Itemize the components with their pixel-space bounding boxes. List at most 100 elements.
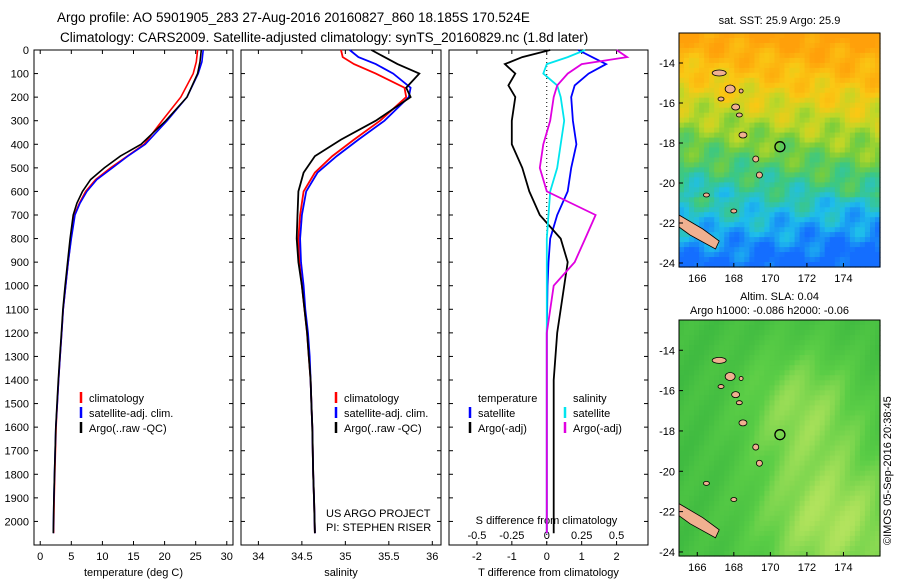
- field-cell: [784, 510, 791, 517]
- field-cell: [779, 335, 786, 341]
- field-cell: [684, 117, 690, 124]
- field-cell: [824, 152, 831, 159]
- field-cell: [704, 495, 710, 502]
- field-cell: [859, 217, 866, 223]
- field-cell: [784, 187, 791, 193]
- field-cell: [844, 505, 851, 512]
- field-cell: [679, 445, 685, 452]
- field-cell: [709, 505, 715, 512]
- field-cell: [864, 52, 871, 59]
- field-cell: [834, 162, 841, 168]
- field-cell: [739, 67, 745, 74]
- field-cell: [875, 33, 881, 39]
- field-cell: [814, 455, 821, 462]
- field-cell: [814, 212, 821, 218]
- field-cell: [834, 247, 841, 253]
- field-cell: [859, 162, 866, 168]
- field-cell: [834, 375, 841, 381]
- field-cell: [859, 470, 866, 477]
- field-cell: [714, 92, 720, 99]
- field-cell: [824, 132, 831, 139]
- field-cell: [814, 495, 821, 502]
- field-cell: [769, 325, 776, 331]
- field-cell: [729, 510, 735, 517]
- field-cell: [764, 546, 770, 552]
- field-cell: [734, 395, 740, 401]
- field-cell: [849, 217, 856, 223]
- field-cell: [784, 355, 791, 361]
- field-cell: [804, 247, 811, 253]
- field-cell: [754, 551, 760, 557]
- field-cell: [864, 212, 871, 218]
- field-cell: [744, 102, 750, 109]
- field-cell: [839, 485, 846, 492]
- field-cell: [854, 505, 861, 512]
- field-cell: [679, 390, 685, 396]
- field-cell: [734, 335, 740, 341]
- field-cell: [809, 222, 816, 228]
- field-cell: [694, 52, 700, 59]
- field-cell: [694, 355, 700, 361]
- field-cell: [724, 335, 730, 341]
- field-cell: [679, 495, 685, 502]
- field-cell: [774, 162, 781, 168]
- field-cell: [839, 505, 846, 512]
- legend-label: Argo(-adj): [478, 423, 527, 435]
- field-cell: [764, 335, 770, 341]
- y-tick-label: 1500: [5, 399, 29, 411]
- field-cell: [799, 320, 806, 326]
- field-cell: [749, 455, 755, 462]
- field-cell: [704, 365, 710, 371]
- field-cell: [769, 465, 776, 472]
- field-cell: [724, 500, 730, 507]
- field-cell: [834, 510, 841, 517]
- field-cell: [814, 152, 821, 159]
- field-cell: [709, 510, 715, 517]
- field-cell: [744, 38, 750, 44]
- field-cell: [769, 112, 776, 119]
- field-cell: [854, 430, 861, 437]
- field-cell: [804, 546, 811, 552]
- field-cell: [724, 465, 730, 472]
- field-cell: [744, 127, 750, 134]
- field-cell: [729, 237, 735, 243]
- field-cell: [704, 122, 710, 129]
- field-cell: [819, 87, 826, 94]
- field-cell: [754, 212, 760, 218]
- field-cell: [824, 252, 831, 258]
- field-cell: [704, 415, 710, 421]
- field-cell: [684, 257, 690, 263]
- field-cell: [839, 177, 846, 183]
- field-cell: [739, 217, 745, 223]
- field-cell: [875, 450, 881, 457]
- field-cell: [714, 207, 720, 213]
- field-cell: [864, 252, 871, 258]
- field-cell: [679, 515, 685, 522]
- field-cell: [794, 202, 801, 208]
- field-cell: [854, 435, 861, 442]
- field-cell: [724, 510, 730, 517]
- field-cell: [864, 62, 871, 69]
- field-cell: [809, 320, 816, 326]
- field-cell: [864, 415, 871, 421]
- field-cell: [849, 192, 856, 198]
- island-shape: [711, 69, 727, 77]
- field-cell: [794, 262, 801, 268]
- field-cell: [704, 57, 710, 64]
- field-cell: [859, 355, 866, 361]
- field-cell: [814, 465, 821, 472]
- field-cell: [779, 370, 786, 376]
- field-cell: [699, 410, 705, 416]
- field-cell: [834, 77, 841, 84]
- field-cell: [714, 197, 720, 203]
- field-cell: [724, 475, 730, 482]
- field-cell: [759, 192, 765, 198]
- field-cell: [754, 325, 760, 331]
- field-cell: [839, 162, 846, 168]
- field-cell: [769, 107, 776, 114]
- field-cell: [764, 400, 770, 406]
- x-tick-label: 174: [834, 273, 852, 285]
- field-cell: [824, 505, 831, 512]
- field-cell: [834, 227, 841, 233]
- field-cell: [854, 162, 861, 168]
